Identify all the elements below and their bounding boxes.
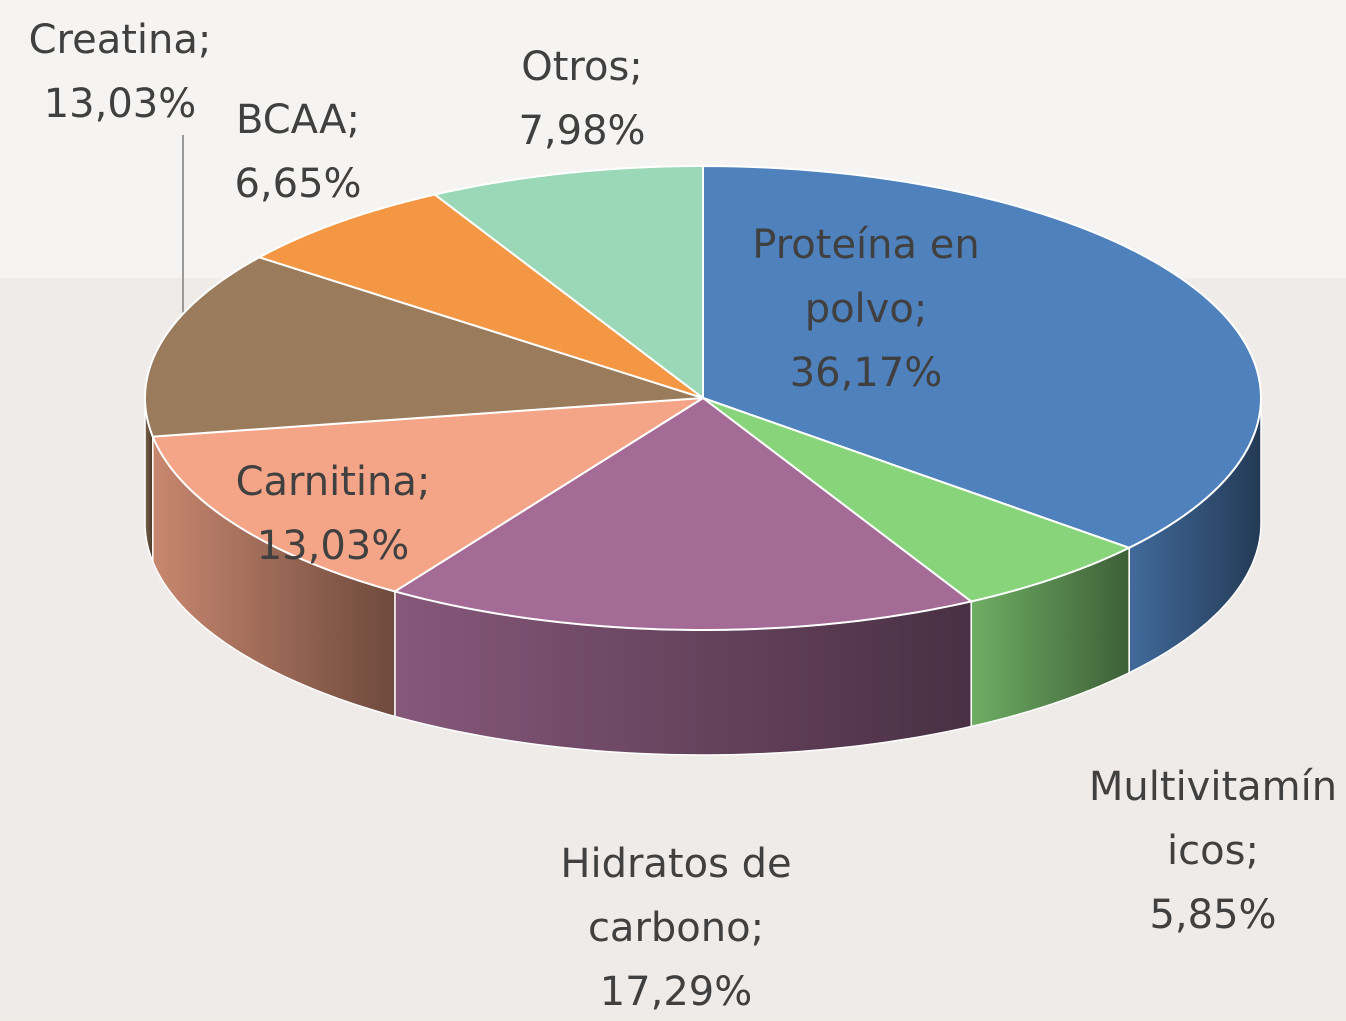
label-part: 36,17% (789, 350, 943, 396)
label-part: 5,85% (1149, 892, 1277, 938)
label-part: Otros (521, 44, 630, 90)
label-part: 13,03% (256, 523, 410, 569)
label-part: ; (750, 905, 765, 951)
label-part: 13,03% (43, 81, 197, 127)
label-part: ; (346, 97, 360, 143)
label-part: ; (197, 17, 212, 63)
label-part: ; (416, 459, 431, 505)
label-part: Hidratos de carbono (560, 841, 792, 951)
slice (151, 397, 704, 593)
data-label: Proteína en polvo; 36,17% (721, 213, 1011, 405)
label-part: 7,98% (518, 108, 646, 154)
label-part: 17,29% (599, 969, 753, 1015)
data-label: Hidratos de carbono; 17,29% (531, 832, 821, 1021)
data-label: Carnitina; 13,03% (203, 450, 463, 578)
data-label: BCAA; 6,65% (213, 88, 383, 216)
slice (256, 193, 704, 399)
label-part: ; (1245, 828, 1259, 874)
label-part: Multivitamínicos (1088, 764, 1338, 874)
label-part: Proteína en polvo (752, 222, 980, 332)
slice (702, 397, 1132, 603)
label-part: ; (629, 44, 643, 90)
label-part: ; (913, 286, 928, 332)
slice (144, 256, 704, 438)
label-part: 6,65% (234, 161, 362, 207)
slice (392, 396, 974, 632)
data-label: Multivitamínicos; 5,85% (1088, 755, 1338, 947)
label-part: Carnitina (235, 459, 417, 505)
slice (702, 164, 1262, 549)
data-label: Otros; 7,98% (487, 35, 677, 163)
label-part: BCAA (236, 97, 347, 143)
label-part: Creatina (28, 17, 198, 63)
slice (432, 164, 704, 401)
data-label: Creatina; 13,03% (0, 8, 240, 136)
